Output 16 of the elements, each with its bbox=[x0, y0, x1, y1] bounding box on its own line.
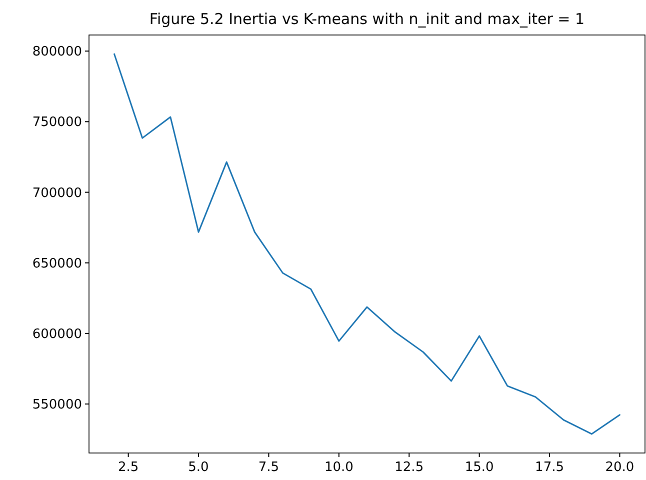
x-tick-label: 5.0 bbox=[188, 460, 209, 475]
x-tick-label: 20.0 bbox=[605, 460, 634, 475]
y-tick-label: 750000 bbox=[32, 115, 82, 130]
y-tick-label: 700000 bbox=[32, 186, 82, 201]
x-tick-label: 15.0 bbox=[464, 460, 494, 475]
chart-title: Figure 5.2 Inertia vs K-means with n_init and max_iter = 1 bbox=[149, 10, 585, 28]
x-tick-label: 2.5 bbox=[118, 460, 139, 475]
y-tick-label: 550000 bbox=[32, 398, 82, 413]
x-tick-label: 10.0 bbox=[324, 460, 354, 475]
x-tick-label: 17.5 bbox=[535, 460, 564, 475]
line-series bbox=[114, 53, 620, 435]
y-tick-label: 650000 bbox=[32, 256, 82, 272]
x-tick-label: 7.5 bbox=[258, 460, 280, 475]
y-tick-label: 600000 bbox=[32, 326, 82, 342]
y-tick-label: 800000 bbox=[32, 44, 82, 60]
x-tick-label: 12.5 bbox=[394, 460, 424, 475]
